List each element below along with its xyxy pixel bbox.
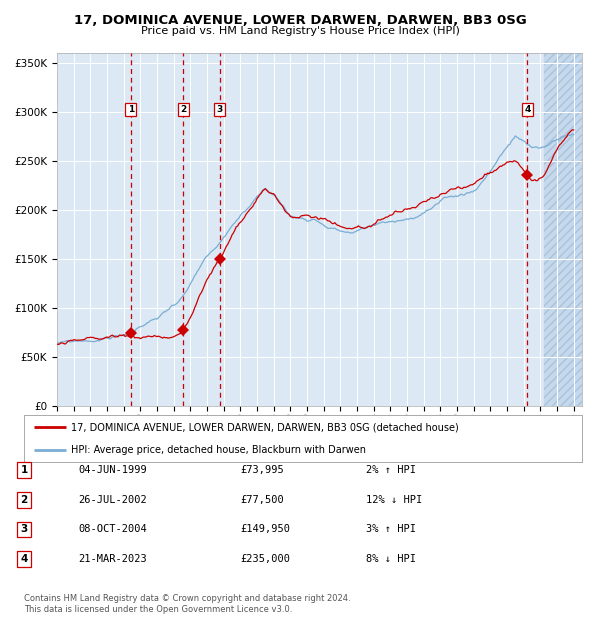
Text: 26-JUL-2002: 26-JUL-2002 [78, 495, 147, 505]
Text: 08-OCT-2004: 08-OCT-2004 [78, 525, 147, 534]
Text: 17, DOMINICA AVENUE, LOWER DARWEN, DARWEN, BB3 0SG (detached house): 17, DOMINICA AVENUE, LOWER DARWEN, DARWE… [71, 422, 459, 433]
Text: 2% ↑ HPI: 2% ↑ HPI [366, 465, 416, 475]
Text: 2: 2 [20, 495, 28, 505]
Text: 21-MAR-2023: 21-MAR-2023 [78, 554, 147, 564]
Text: HPI: Average price, detached house, Blackburn with Darwen: HPI: Average price, detached house, Blac… [71, 445, 367, 455]
Text: 17, DOMINICA AVENUE, LOWER DARWEN, DARWEN, BB3 0SG: 17, DOMINICA AVENUE, LOWER DARWEN, DARWE… [74, 14, 526, 27]
Text: £149,950: £149,950 [240, 525, 290, 534]
Text: 4: 4 [20, 554, 28, 564]
Text: 12% ↓ HPI: 12% ↓ HPI [366, 495, 422, 505]
Text: £73,995: £73,995 [240, 465, 284, 475]
Text: £77,500: £77,500 [240, 495, 284, 505]
Text: 1: 1 [128, 105, 134, 114]
Text: Contains HM Land Registry data © Crown copyright and database right 2024.
This d: Contains HM Land Registry data © Crown c… [24, 595, 350, 614]
Bar [544, 53, 582, 406]
Text: 3: 3 [217, 105, 223, 114]
Text: 04-JUN-1999: 04-JUN-1999 [78, 465, 147, 475]
Bar [544, 53, 582, 406]
Text: 1: 1 [20, 465, 28, 475]
Text: 8% ↓ HPI: 8% ↓ HPI [366, 554, 416, 564]
Text: 2: 2 [180, 105, 186, 114]
Text: Price paid vs. HM Land Registry's House Price Index (HPI): Price paid vs. HM Land Registry's House … [140, 26, 460, 36]
Text: £235,000: £235,000 [240, 554, 290, 564]
Text: 3% ↑ HPI: 3% ↑ HPI [366, 525, 416, 534]
Text: 3: 3 [20, 525, 28, 534]
Text: 4: 4 [524, 105, 530, 114]
